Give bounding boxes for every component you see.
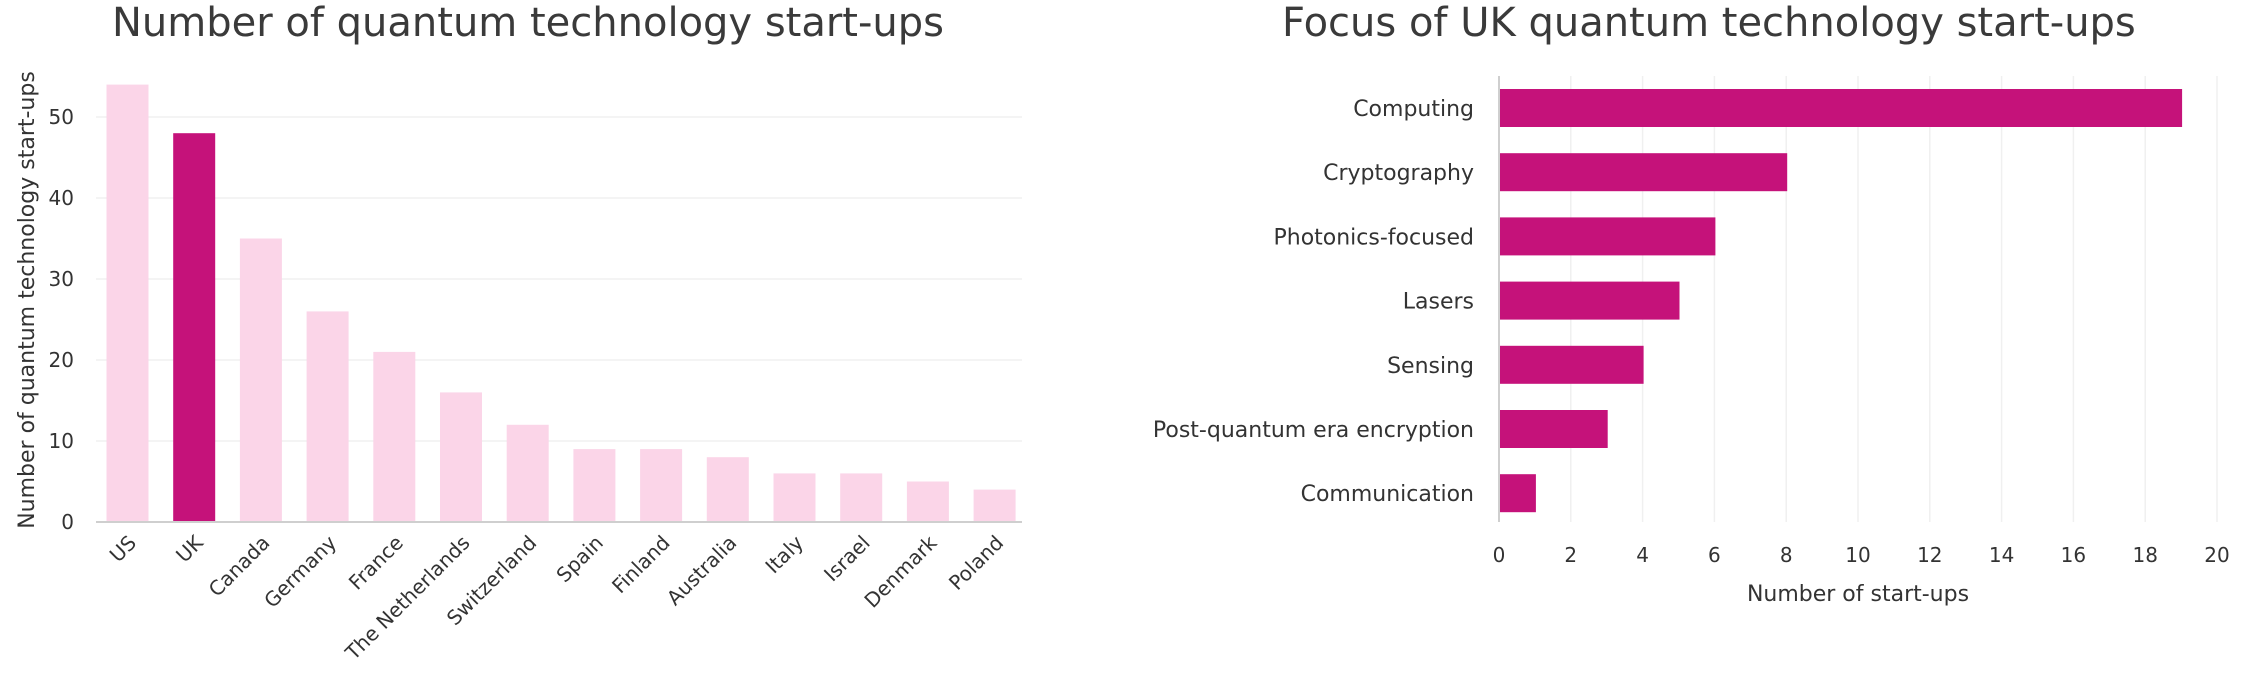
right-y-tick-label: Post-quantum era encryption: [1153, 418, 1474, 443]
right-bar-photonics-focused: [1500, 217, 1716, 256]
right-x-tick-label: 0: [1493, 543, 1506, 567]
right-x-tick-label: 10: [1845, 543, 1870, 567]
left-x-tick-label: US: [105, 531, 141, 567]
right-x-tick-label: 14: [1989, 543, 2014, 567]
left-bar-poland: [973, 489, 1016, 522]
left-bar-spain: [573, 449, 616, 522]
left-bars: [106, 84, 1016, 522]
right-y-ticks: Computing Cryptography Photonics-focused La…: [1153, 97, 1474, 507]
left-x-tick-label: Australia: [662, 531, 742, 611]
right-x-tick-label: 8: [1780, 543, 1793, 567]
right-x-tick-label: 2: [1564, 543, 1577, 567]
right-bar-cryptography: [1500, 153, 1788, 192]
right-y-tick-label: Sensing: [1387, 354, 1474, 379]
left-bar-uk: [173, 133, 216, 522]
left-x-tick-label: France: [344, 531, 408, 595]
right-x-axis-label: Number of start-ups: [1747, 582, 1969, 607]
right-bar-computing: [1500, 89, 2183, 127]
left-bar-finland: [640, 449, 683, 522]
right-bar-sensing: [1500, 345, 1644, 384]
left-x-tick-label: Finland: [607, 531, 675, 599]
right-x-ticks: 0 2 4 6 8 10 12 14 16 18 20: [1493, 543, 2230, 567]
uk-focus-chart: Focus of UK quantum technology start-ups…: [1153, 0, 2230, 607]
left-x-tick-label: Spain: [551, 531, 607, 587]
left-y-tick-label: 10: [49, 429, 74, 453]
right-x-tick-label: 12: [1917, 543, 1942, 567]
left-bar-switzerland: [506, 424, 549, 522]
right-x-tick-label: 18: [2132, 543, 2157, 567]
right-bar-lasers: [1500, 281, 1680, 320]
left-bar-the-netherlands: [440, 392, 482, 522]
left-x-tick-label: UK: [171, 530, 208, 567]
right-chart-title: Focus of UK quantum technology start-ups: [1282, 0, 2136, 46]
left-x-tick-label: Denmark: [859, 530, 941, 612]
right-x-tick-label: 4: [1636, 543, 1649, 567]
right-y-tick-label: Lasers: [1403, 290, 1474, 315]
left-x-tick-label: Israel: [819, 531, 875, 587]
left-x-tick-label: Germany: [259, 530, 341, 612]
left-bar-israel: [840, 473, 883, 522]
right-bar-communication: [1500, 474, 1536, 513]
left-bar-italy: [773, 473, 816, 522]
left-chart-title: Number of quantum technology start-ups: [112, 0, 944, 46]
right-x-tick-label: 20: [2204, 543, 2229, 567]
left-y-tick-label: 40: [49, 186, 74, 210]
left-bar-france: [373, 351, 416, 522]
right-x-tick-label: 6: [1708, 543, 1721, 567]
left-y-axis-label: Number of quantum technology start-ups: [15, 71, 40, 529]
country-startups-chart: Number of quantum technology start-ups N…: [15, 0, 1022, 665]
right-x-tick-label: 16: [2061, 543, 2086, 567]
left-y-tick-label: 30: [49, 267, 74, 291]
right-y-tick-label: Communication: [1301, 482, 1474, 507]
right-y-tick-label: Cryptography: [1323, 161, 1474, 186]
left-x-tick-label: Poland: [944, 531, 1008, 595]
left-y-tick-label: 0: [61, 510, 74, 534]
left-bar-australia: [706, 457, 749, 522]
right-bar-post-quantum-era-encryption: [1500, 410, 1608, 448]
left-y-tick-label: 20: [49, 348, 74, 372]
left-y-ticks: 0 10 20 30 40 50: [49, 105, 74, 534]
left-y-tick-label: 50: [49, 105, 74, 129]
left-gridlines: [96, 116, 1022, 442]
left-bar-canada: [239, 238, 282, 522]
left-bar-germany: [306, 311, 349, 522]
left-bar-denmark: [906, 481, 949, 522]
left-bar-us: [106, 84, 149, 522]
right-y-tick-label: Photonics-focused: [1273, 225, 1474, 250]
right-bars: [1500, 89, 2183, 513]
right-y-tick-label: Computing: [1353, 97, 1474, 122]
left-x-tick-label: Italy: [760, 530, 808, 578]
left-x-tick-label: The Netherlands: [340, 531, 475, 666]
